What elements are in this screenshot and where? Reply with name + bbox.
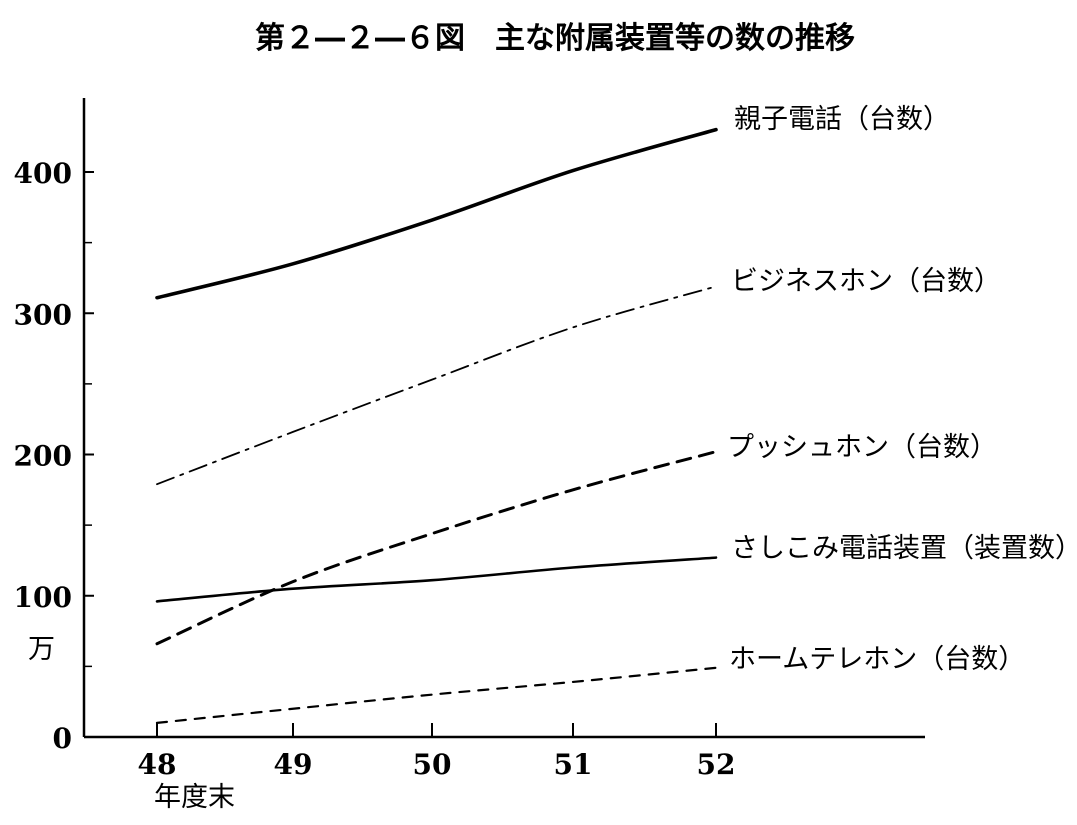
series-labels: 親子電話（台数） ビジネスホン（台数） プッシュホン（台数） さしこみ電話装置（装置数… [727,104,1077,675]
y-tick-label: 300 [14,298,72,331]
series-label: さしこみ電話装置（装置数） [731,533,1077,564]
x-tick-label: 49 [274,748,313,781]
series-line [155,666,718,724]
y-tick-label: 400 [14,157,72,190]
x-tick-label: 50 [413,748,452,781]
y-ticks: 0 100 200 300 400 [14,157,94,755]
x-tick-label: 51 [554,748,593,781]
series-line [155,450,718,646]
series-label: プッシュホン（台数） [727,432,997,463]
y-tick-label: 100 [14,581,72,614]
x-axis-label: 年度末 [154,782,235,813]
y-tick-label: 0 [53,722,72,755]
chart-title: 第２―２―６図 主な附属装置等の数の推移 [255,21,855,56]
series-line [156,285,717,486]
y-axis-unit-label: 万 [28,634,55,665]
x-tick-label: 52 [697,748,736,781]
axes [82,98,925,739]
x-tick-label: 48 [138,748,177,781]
x-ticks: 48 49 50 51 52 [138,723,736,781]
series-label: ホームテレホン（台数） [729,644,1025,675]
series-lines [155,127,718,724]
series-label: ビジネスホン（台数） [731,266,1001,297]
series-line [155,556,718,603]
series-label: 親子電話（台数） [734,104,950,135]
series-line [155,127,718,300]
y-tick-label: 200 [14,440,72,473]
